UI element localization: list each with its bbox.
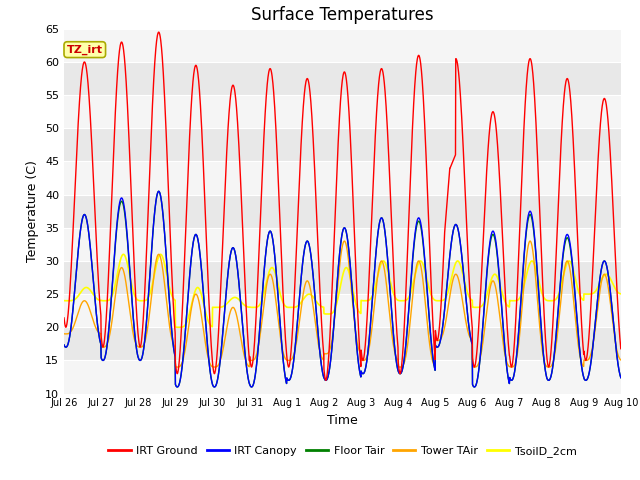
Bar bbox=[64, 360, 621, 394]
Bar bbox=[64, 294, 621, 327]
Bar bbox=[64, 228, 621, 261]
Bar bbox=[64, 29, 621, 62]
Legend: IRT Ground, IRT Canopy, Floor Tair, Tower TAir, TsoilD_2cm: IRT Ground, IRT Canopy, Floor Tair, Towe… bbox=[104, 441, 581, 461]
Bar bbox=[64, 128, 621, 161]
Title: Surface Temperatures: Surface Temperatures bbox=[251, 6, 434, 24]
Bar bbox=[64, 62, 621, 95]
Bar bbox=[64, 194, 621, 228]
Bar bbox=[64, 261, 621, 294]
Bar bbox=[64, 95, 621, 128]
Bar bbox=[64, 327, 621, 360]
Text: TZ_irt: TZ_irt bbox=[67, 45, 103, 55]
Y-axis label: Temperature (C): Temperature (C) bbox=[26, 160, 40, 262]
X-axis label: Time: Time bbox=[327, 414, 358, 427]
Bar bbox=[64, 161, 621, 194]
